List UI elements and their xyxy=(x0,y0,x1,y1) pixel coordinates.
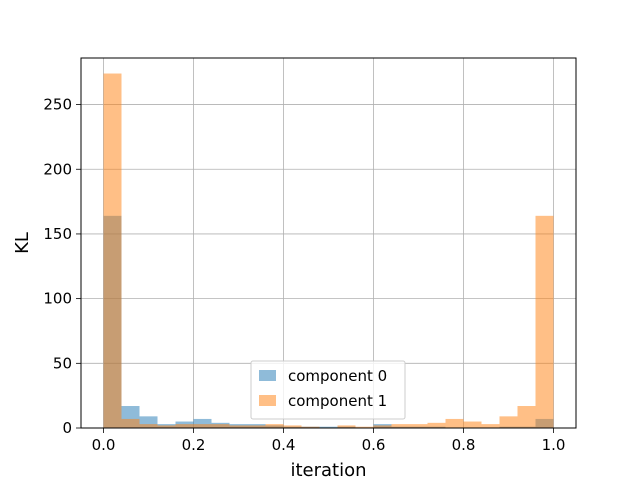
legend-swatch-component-0 xyxy=(259,370,276,381)
x-tick-label: 1.0 xyxy=(542,436,566,454)
bar-component-0-bin-5 xyxy=(193,418,212,428)
plot-frame xyxy=(80,57,577,429)
x-tick-label: 0.6 xyxy=(362,436,386,454)
y-tick-label: 200 xyxy=(43,160,72,178)
bar-component-1-bin-21 xyxy=(481,424,500,428)
bar-component-1-bin-23 xyxy=(517,406,536,428)
bar-component-1-bin-7 xyxy=(229,425,248,428)
y-tick-label: 100 xyxy=(43,290,72,308)
bar-component-0-bin-12 xyxy=(319,426,338,428)
x-axis-label: iteration xyxy=(290,460,366,480)
bar-component-1-bin-9 xyxy=(265,424,284,428)
x-tick-label: 0.0 xyxy=(92,436,116,454)
legend-label-component-0: component 0 xyxy=(288,367,387,385)
x-tick-label: 0.8 xyxy=(452,436,476,454)
bar-component-1-bin-8 xyxy=(247,425,266,428)
bar-component-1-bin-2 xyxy=(139,424,158,428)
bar-component-1-bin-1 xyxy=(121,418,140,428)
bar-component-1-bin-11 xyxy=(301,426,320,428)
bar-component-1-bin-17 xyxy=(409,424,428,428)
y-axis-label: KL xyxy=(12,232,33,254)
y-tick-label: 150 xyxy=(43,225,72,243)
bar-component-1-bin-0 xyxy=(103,73,122,428)
bar-component-1-bin-3 xyxy=(157,425,176,428)
bar-component-1-bin-16 xyxy=(391,424,410,428)
legend: component 0 component 1 xyxy=(250,360,406,420)
y-tick-label: 0 xyxy=(62,419,72,437)
axis-ticks: 0.0 0.2 0.4 0.6 0.8 1.0 0 50 100 150 200 250 xyxy=(43,96,565,454)
bars xyxy=(103,73,554,428)
bar-component-1-bin-4 xyxy=(175,424,194,428)
legend-swatch-component-1 xyxy=(259,395,276,406)
bar-component-1-bin-18 xyxy=(427,422,446,428)
x-tick-label: 0.2 xyxy=(182,436,206,454)
bar-component-1-bin-14 xyxy=(355,426,374,428)
bar-component-1-bin-13 xyxy=(337,425,356,428)
bar-component-1-bin-10 xyxy=(283,425,302,428)
legend-label-component-1: component 1 xyxy=(288,392,387,410)
y-tick-label: 250 xyxy=(43,96,72,114)
bar-component-1-bin-6 xyxy=(211,424,230,428)
legend-box xyxy=(250,360,406,420)
bar-component-1-bin-22 xyxy=(499,416,518,428)
x-tick-label: 0.4 xyxy=(272,436,296,454)
y-tick-label: 50 xyxy=(53,354,72,372)
bar-component-1-bin-19 xyxy=(445,418,464,428)
bar-component-1-bin-20 xyxy=(463,421,482,428)
bar-component-1-bin-15 xyxy=(373,425,392,428)
bar-component-1-bin-5 xyxy=(193,424,212,428)
bar-component-0-bin-2 xyxy=(139,416,158,428)
bar-component-1-bin-24 xyxy=(535,215,554,428)
